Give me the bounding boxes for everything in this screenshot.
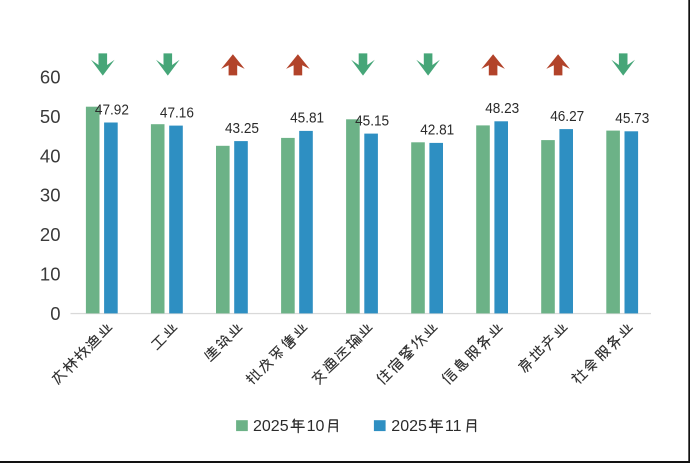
svg-text:45.73: 45.73: [615, 110, 649, 127]
svg-text:10: 10: [307, 418, 325, 435]
svg-text:45.81: 45.81: [290, 110, 324, 127]
svg-text:60: 60: [40, 66, 61, 87]
svg-text:42.81: 42.81: [420, 122, 454, 139]
svg-text:47.92: 47.92: [95, 101, 129, 118]
svg-text:20: 20: [40, 224, 61, 245]
svg-text:47.16: 47.16: [160, 104, 194, 121]
svg-text:30: 30: [40, 185, 61, 206]
svg-text:2025: 2025: [391, 418, 427, 435]
svg-text:11: 11: [445, 418, 462, 435]
svg-text:40: 40: [40, 145, 61, 166]
svg-text:2025: 2025: [253, 418, 289, 435]
svg-text:43.25: 43.25: [225, 120, 259, 137]
svg-text:10: 10: [40, 264, 61, 285]
svg-text:50: 50: [40, 106, 61, 127]
svg-text:45.15: 45.15: [355, 112, 389, 129]
svg-text:0: 0: [50, 303, 60, 324]
svg-text:48.23: 48.23: [485, 100, 519, 117]
svg-text:46.27: 46.27: [550, 108, 584, 125]
